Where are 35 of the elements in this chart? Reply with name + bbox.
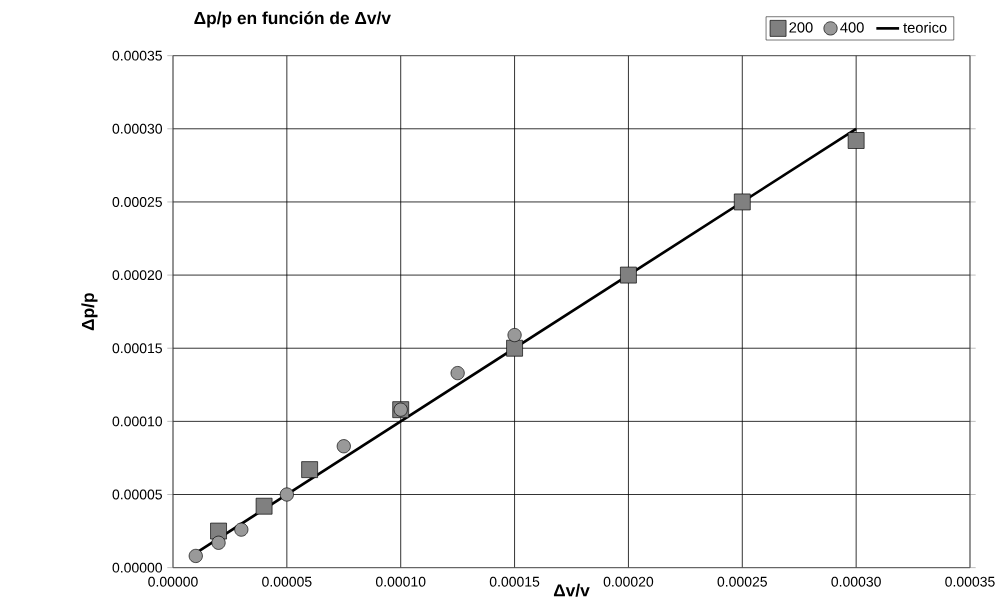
y-tick-label: 0.00030 <box>112 123 163 134</box>
x-tick-label: 0.00000 <box>148 576 198 587</box>
point <box>847 132 865 149</box>
y-tick-label: 0.00035 <box>112 50 162 61</box>
x-tick-label: 0.00020 <box>603 576 654 587</box>
x-tick-label: 0.00025 <box>717 576 767 587</box>
y-tick-label: 0.00005 <box>112 489 162 500</box>
y-tick-label: 0.00025 <box>112 196 162 207</box>
x-tick-label: 0.00005 <box>262 576 312 587</box>
legend-label: teorico <box>903 22 947 33</box>
point <box>211 535 226 550</box>
y-axis-title: Δp/p <box>81 293 98 331</box>
x-tick-label: 0.00035 <box>945 576 995 587</box>
point <box>450 366 465 381</box>
point <box>301 461 318 478</box>
x-axis-title: Δv/v <box>553 583 590 597</box>
point <box>255 497 273 515</box>
point <box>188 548 203 563</box>
point <box>507 328 522 343</box>
point <box>336 439 351 454</box>
legend-label: 400 <box>840 22 864 33</box>
point <box>279 487 294 502</box>
y-tick-label: 0.00010 <box>112 416 163 427</box>
x-tick-label: 0.00030 <box>831 576 881 587</box>
point <box>506 339 523 357</box>
y-tick-label: 0.00015 <box>112 343 162 354</box>
y-tick-label: 0.00020 <box>112 270 163 281</box>
y-tick-label: 0.00000 <box>112 562 163 573</box>
x-tick-label: 0.00010 <box>375 576 426 587</box>
chart-title: Δp/p en función de Δv/v <box>194 11 391 28</box>
point <box>620 266 637 284</box>
legend-label: 200 <box>789 22 813 33</box>
point <box>733 193 751 211</box>
point <box>234 522 249 537</box>
x-tick-label: 0.00015 <box>489 576 540 587</box>
